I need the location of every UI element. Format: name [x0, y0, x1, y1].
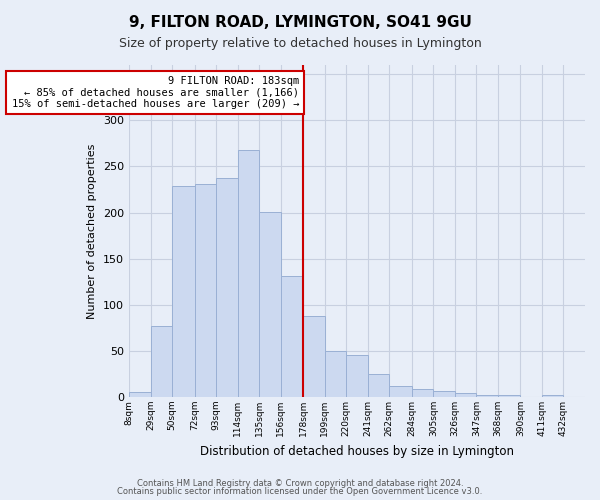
Bar [412, 388, 433, 397]
Bar [194, 184, 216, 397]
Text: 9, FILTON ROAD, LYMINGTON, SO41 9GU: 9, FILTON ROAD, LYMINGTON, SO41 9GU [128, 15, 472, 30]
Bar [368, 374, 389, 397]
Bar [259, 212, 281, 397]
Text: Contains public sector information licensed under the Open Government Licence v3: Contains public sector information licen… [118, 487, 482, 496]
Bar [151, 326, 172, 397]
Bar [172, 186, 194, 397]
Bar [455, 394, 476, 397]
Bar [498, 395, 520, 397]
Bar [346, 354, 368, 397]
Bar [281, 276, 303, 397]
Text: Contains HM Land Registry data © Crown copyright and database right 2024.: Contains HM Land Registry data © Crown c… [137, 478, 463, 488]
Bar [303, 316, 325, 397]
X-axis label: Distribution of detached houses by size in Lymington: Distribution of detached houses by size … [200, 444, 514, 458]
Bar [129, 392, 151, 397]
Text: 9 FILTON ROAD: 183sqm
← 85% of detached houses are smaller (1,166)
15% of semi-d: 9 FILTON ROAD: 183sqm ← 85% of detached … [11, 76, 299, 110]
Bar [389, 386, 412, 397]
Bar [216, 178, 238, 397]
Bar [542, 395, 563, 397]
Bar [433, 390, 455, 397]
Y-axis label: Number of detached properties: Number of detached properties [88, 144, 97, 318]
Text: Size of property relative to detached houses in Lymington: Size of property relative to detached ho… [119, 38, 481, 51]
Bar [238, 150, 259, 397]
Bar [325, 351, 346, 397]
Bar [476, 395, 498, 397]
